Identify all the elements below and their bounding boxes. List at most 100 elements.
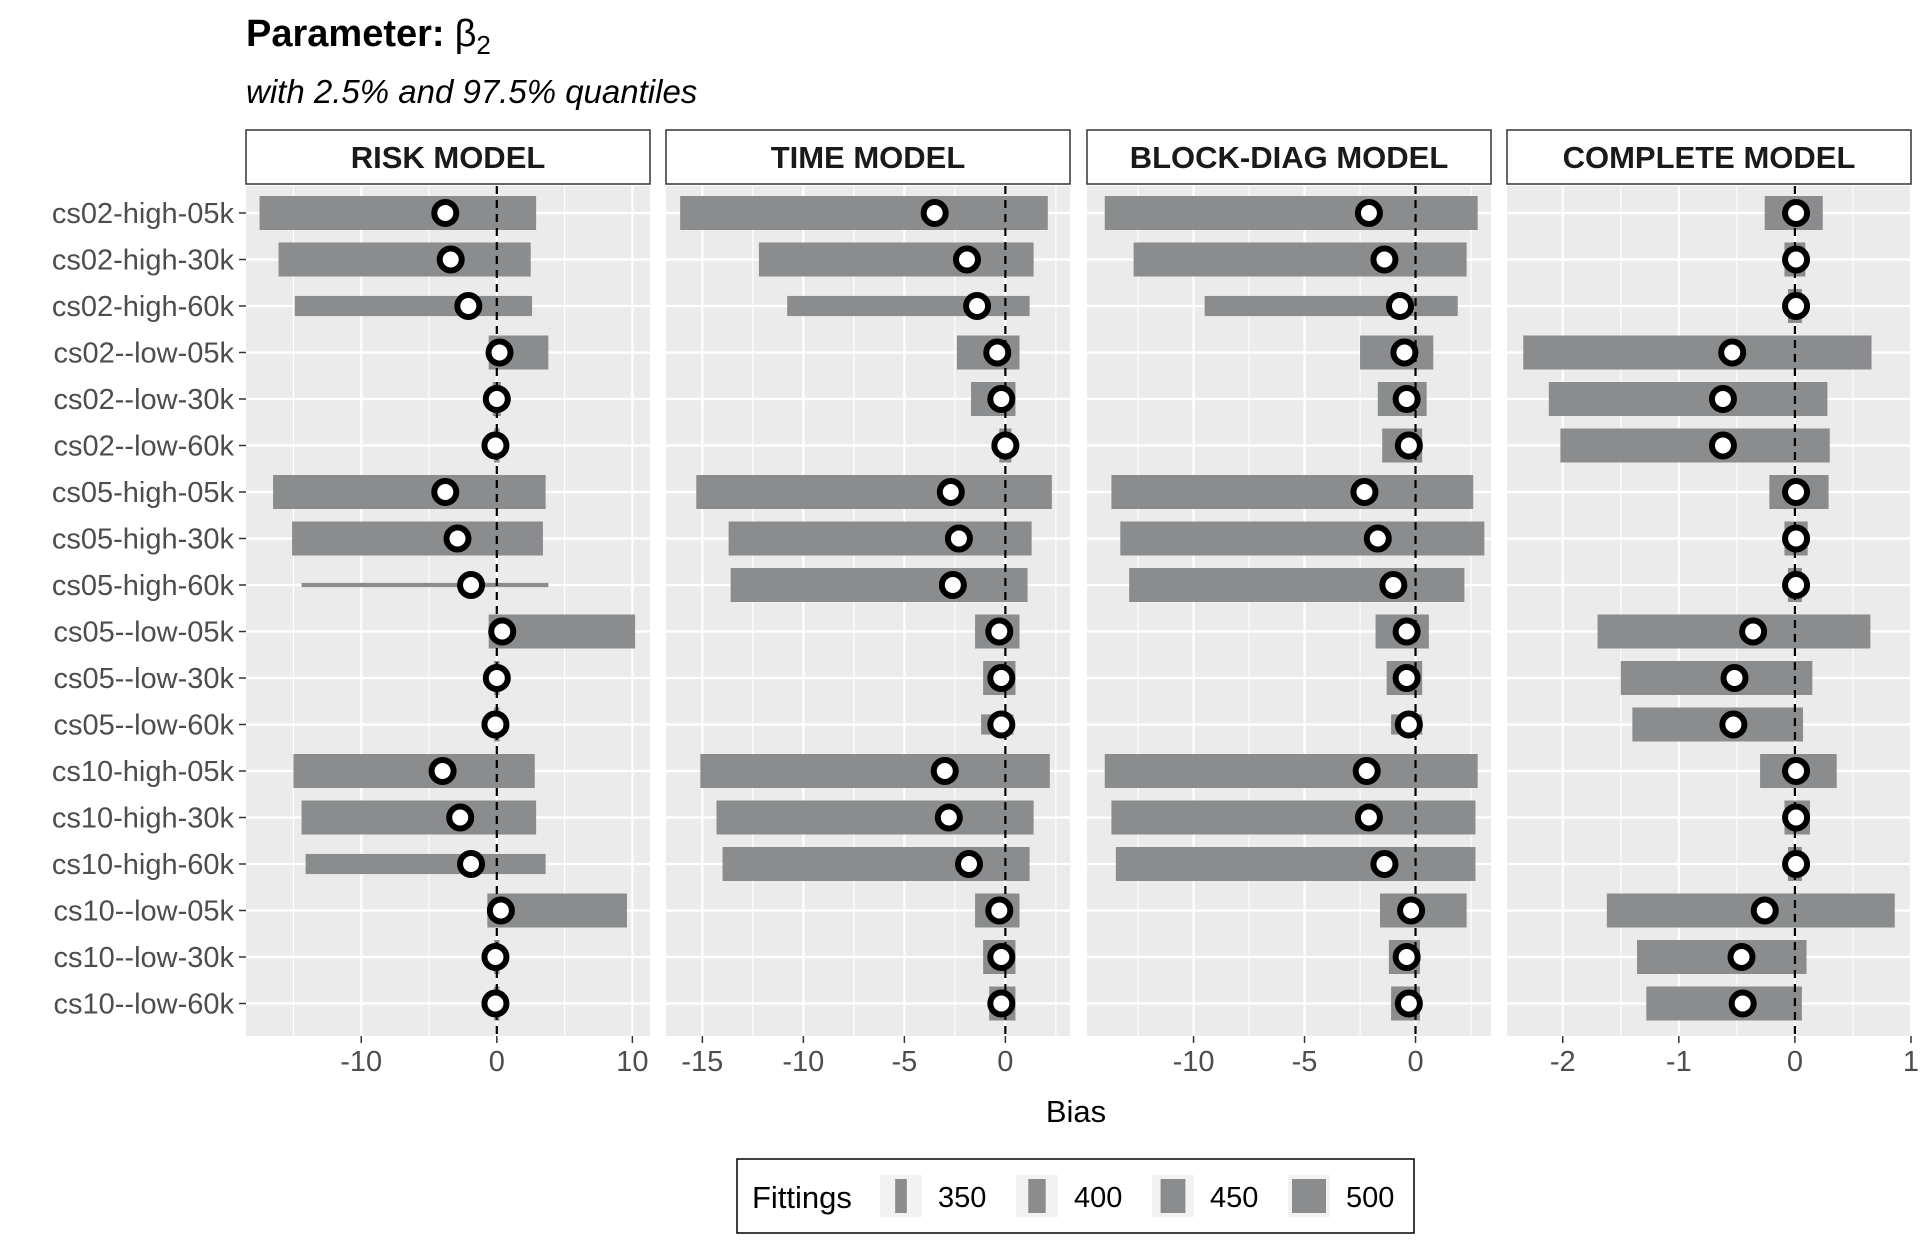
bias-point xyxy=(1708,431,1737,460)
bias-point xyxy=(987,943,1016,971)
bias-point xyxy=(446,803,475,832)
bias-point xyxy=(1727,943,1756,971)
interval-bar xyxy=(722,847,1030,881)
bias-point xyxy=(920,199,949,227)
legend-title: Fittings xyxy=(752,1180,852,1215)
bias-point xyxy=(488,617,517,646)
bias-point xyxy=(987,385,1016,413)
bias-point xyxy=(1750,896,1779,925)
interval-bar xyxy=(293,754,535,788)
legend-box xyxy=(736,1158,1415,1234)
category-label: cs05-high-30k xyxy=(52,524,235,556)
panel-0: RISK MODEL -10 0 10 xyxy=(245,129,651,1078)
interval-bar xyxy=(1111,475,1474,509)
bias-point xyxy=(1782,245,1811,274)
bias-point xyxy=(1394,431,1423,460)
interval-bar xyxy=(301,582,549,588)
category-label: cs02--low-05k xyxy=(54,338,235,370)
interval-bar xyxy=(1560,428,1830,463)
category-label: cs10--low-05k xyxy=(54,896,235,928)
x-tick-label: 0 xyxy=(1407,1046,1423,1078)
bias-point xyxy=(486,896,515,925)
panel-strip xyxy=(1086,129,1492,185)
interval-bar xyxy=(787,295,1030,317)
bias-point xyxy=(955,850,983,878)
bias-point xyxy=(930,757,959,785)
bias-point xyxy=(987,710,1016,739)
interval-bar xyxy=(730,568,1028,602)
bias-point xyxy=(1720,664,1749,692)
bias-point xyxy=(1708,385,1737,413)
interval-bar xyxy=(1632,707,1804,742)
bias-point xyxy=(1370,245,1399,274)
bias-point xyxy=(1392,664,1421,692)
category-axis: cs02-high-05k cs02-high-30k cs02-high-60k c… xyxy=(52,198,246,1021)
x-tick-label: 1 xyxy=(1903,1046,1919,1078)
interval-bar xyxy=(1597,614,1871,649)
bias-point xyxy=(1363,524,1392,553)
bias-point xyxy=(1739,617,1768,646)
panel-strip xyxy=(665,129,1071,185)
interval-bar xyxy=(305,853,546,875)
panel-strip xyxy=(1506,129,1912,185)
interval-bar xyxy=(1111,800,1476,835)
interval-bar xyxy=(1133,242,1467,277)
panel-strip-label: TIME MODEL xyxy=(771,140,966,175)
legend-label: 400 xyxy=(1074,1182,1122,1214)
interval-bar xyxy=(292,521,543,556)
x-tick-label: -1 xyxy=(1666,1046,1692,1078)
x-tick-label: 10 xyxy=(616,1046,648,1078)
bias-point xyxy=(481,710,510,739)
interval-bar xyxy=(696,475,1052,509)
bias-point xyxy=(482,385,511,413)
bias-point xyxy=(443,524,472,553)
bias-point xyxy=(983,338,1012,367)
bias-point xyxy=(987,664,1016,692)
legend-label: 500 xyxy=(1346,1182,1394,1214)
bias-point xyxy=(1354,803,1383,832)
bias-point xyxy=(1782,571,1811,599)
bias-point xyxy=(985,896,1014,925)
bias-point xyxy=(431,478,460,506)
bias-point xyxy=(428,757,457,785)
bias-point xyxy=(457,571,486,599)
chart-title-subscript: 2 xyxy=(476,30,490,60)
interval-bar xyxy=(1104,196,1478,230)
interval-bar xyxy=(1620,661,1813,695)
bias-point xyxy=(1719,710,1748,739)
legend-label: 350 xyxy=(938,1182,986,1214)
bias-point xyxy=(1394,989,1423,1018)
panel-strip-label: RISK MODEL xyxy=(351,140,546,175)
bias-point xyxy=(1782,478,1811,506)
bias-point xyxy=(1782,757,1811,785)
category-label: cs10--low-60k xyxy=(54,989,235,1021)
category-label: cs02-high-30k xyxy=(52,245,235,277)
category-label: cs02--low-30k xyxy=(54,384,235,416)
bias-point xyxy=(1352,757,1381,785)
bias-point xyxy=(1782,292,1811,320)
panel-strip-label: COMPLETE MODEL xyxy=(1563,140,1856,175)
legend-key-450 xyxy=(1160,1179,1186,1213)
x-tick-label: -10 xyxy=(782,1046,824,1078)
category-label: cs05-high-60k xyxy=(52,570,235,602)
interval-bar xyxy=(1115,847,1476,881)
bias-point xyxy=(952,245,981,274)
bias-point xyxy=(934,803,963,832)
bias-point xyxy=(1718,338,1747,367)
chart-title-symbol: β xyxy=(455,13,477,55)
chart-title-text: Parameter: xyxy=(246,13,445,55)
category-label: cs10-high-05k xyxy=(52,756,235,788)
bias-point xyxy=(1392,943,1421,971)
interval-bar xyxy=(1204,295,1458,317)
panel-2: BLOCK-DIAG MODEL -10 -5 0 xyxy=(1086,129,1492,1078)
bias-point xyxy=(485,338,514,367)
category-label: cs05--low-60k xyxy=(54,710,235,742)
category-label: cs10-high-30k xyxy=(52,803,235,835)
chart-subtitle: with 2.5% and 97.5% quantiles xyxy=(246,73,697,110)
legend-key-350 xyxy=(895,1179,907,1213)
interval-bar xyxy=(728,521,1032,556)
panel-strip-label: BLOCK-DIAG MODEL xyxy=(1130,140,1449,175)
bias-point xyxy=(482,664,511,692)
